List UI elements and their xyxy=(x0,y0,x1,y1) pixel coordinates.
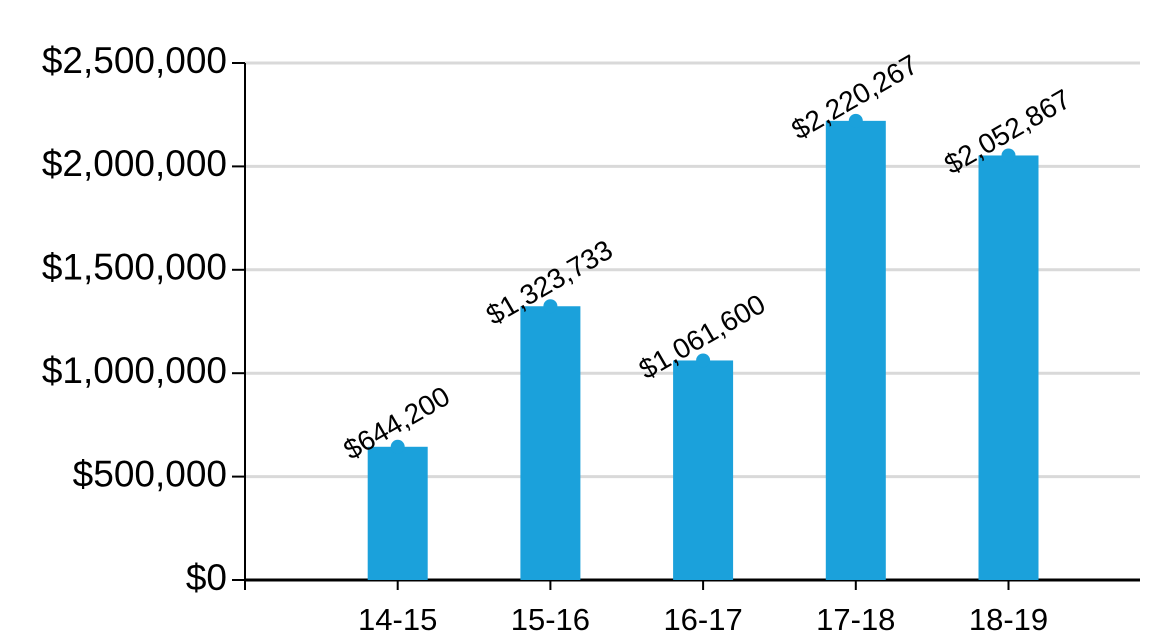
bar xyxy=(673,360,734,580)
x-tick-label: 17-18 xyxy=(816,602,895,637)
x-tick-label: 15-16 xyxy=(511,602,590,637)
bar xyxy=(520,306,581,580)
bar-dot xyxy=(543,299,558,314)
y-tick-label: $2,500,000 xyxy=(42,40,227,81)
y-tick-label: $2,000,000 xyxy=(42,143,227,184)
bar-dot xyxy=(696,353,711,368)
x-tick-label: 18-19 xyxy=(969,602,1048,637)
bar xyxy=(825,120,886,580)
bar xyxy=(978,155,1039,580)
x-tick-label: 14-15 xyxy=(358,602,437,637)
bar-dot xyxy=(848,113,863,128)
y-tick-label: $500,000 xyxy=(73,453,227,494)
y-tick-label: $1,500,000 xyxy=(42,247,227,288)
bar-dot xyxy=(1001,148,1016,163)
y-tick-label: $1,000,000 xyxy=(42,350,227,391)
x-tick-label: 16-17 xyxy=(663,602,742,637)
y-tick-label: $0 xyxy=(186,557,227,598)
bar-dot xyxy=(390,439,405,454)
bar xyxy=(367,446,428,580)
